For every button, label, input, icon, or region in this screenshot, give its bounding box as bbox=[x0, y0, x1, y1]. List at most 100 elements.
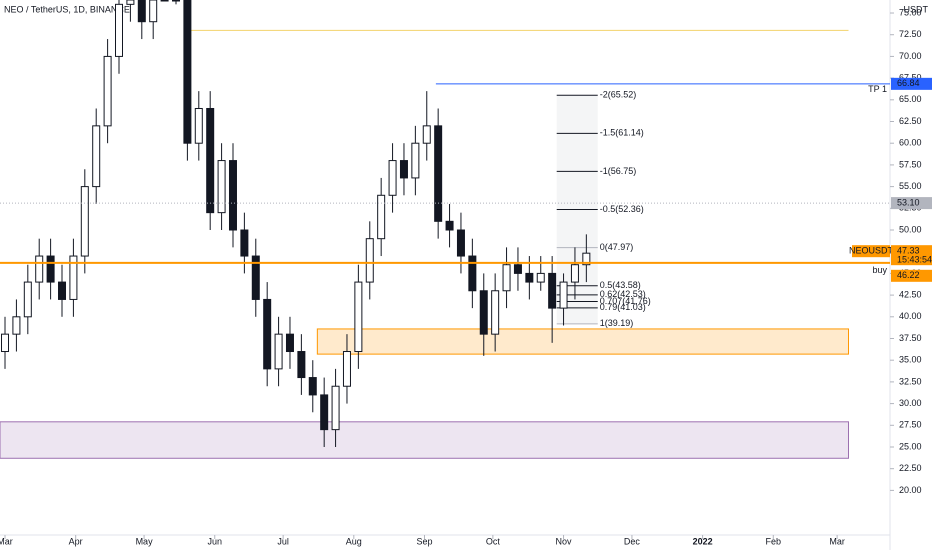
zone bbox=[0, 421, 850, 459]
candle-body bbox=[365, 238, 374, 283]
candle-body bbox=[194, 107, 203, 144]
price-label: 66.84 bbox=[897, 78, 920, 88]
candle-body bbox=[456, 229, 465, 257]
candle-body bbox=[297, 351, 306, 379]
price-box bbox=[891, 245, 932, 266]
candle-body bbox=[12, 316, 21, 335]
y-tick-label: 32.50 bbox=[899, 376, 922, 386]
candle-body bbox=[388, 160, 397, 196]
candle-body bbox=[183, 0, 192, 144]
x-tick-label: Feb bbox=[766, 536, 782, 546]
candle-body bbox=[1, 333, 10, 353]
candle-body bbox=[399, 160, 408, 179]
x-tick-label: Apr bbox=[69, 536, 83, 546]
candle-body bbox=[46, 255, 55, 283]
x-tick-label: Dec bbox=[624, 536, 641, 546]
candle-body bbox=[308, 377, 317, 396]
chart-title: NEO / TetherUS, 1D, BINANCE bbox=[4, 4, 130, 14]
candle-body bbox=[559, 281, 568, 309]
candle-body bbox=[160, 0, 169, 2]
fib-label: 0.5(43.58) bbox=[600, 280, 641, 290]
price-label: 47.33 bbox=[897, 246, 920, 256]
candle-body bbox=[206, 107, 215, 214]
candle-body bbox=[582, 252, 591, 266]
candle-body bbox=[126, 0, 135, 5]
candle-body bbox=[491, 290, 500, 335]
y-tick-label: 42.50 bbox=[899, 289, 922, 299]
candle-body bbox=[35, 255, 44, 283]
candle-body bbox=[69, 255, 78, 300]
x-tick-label: May bbox=[136, 536, 154, 546]
y-tick-label: 55.00 bbox=[899, 181, 922, 191]
candle-body bbox=[285, 333, 294, 353]
candle-body bbox=[479, 290, 488, 335]
y-tick-label: 35.00 bbox=[899, 355, 922, 365]
level-text: TP 1 bbox=[868, 84, 887, 94]
fib-label: 0.79(41.03) bbox=[600, 302, 646, 312]
y-tick-label: 22.50 bbox=[899, 463, 922, 473]
candle-body bbox=[92, 125, 101, 188]
price-label: 53.10 bbox=[897, 197, 920, 207]
y-tick-label: 70.00 bbox=[899, 51, 922, 61]
candle-body bbox=[80, 186, 89, 257]
price-label-box bbox=[891, 197, 932, 210]
fib-label: -1(56.75) bbox=[600, 166, 637, 176]
candle-body bbox=[149, 0, 158, 23]
y-tick-label: 20.00 bbox=[899, 485, 922, 495]
candle-body bbox=[422, 125, 431, 144]
candle-body bbox=[240, 229, 249, 257]
candle-body bbox=[445, 220, 454, 231]
x-tick-label: Jun bbox=[207, 536, 222, 546]
price-label-box bbox=[891, 269, 932, 282]
candle-body bbox=[115, 3, 124, 57]
fib-label: -2(65.52) bbox=[600, 90, 637, 100]
fib-label: -1.5(61.14) bbox=[600, 128, 644, 138]
x-tick-label: Sep bbox=[416, 536, 432, 546]
x-tick-label: 2022 bbox=[693, 536, 713, 546]
level-text: buy bbox=[872, 265, 887, 275]
countdown: 15:43:54 bbox=[897, 255, 932, 265]
y-tick-label: 75.00 bbox=[899, 7, 922, 17]
y-tick-label: 27.50 bbox=[899, 420, 922, 430]
y-tick-label: 62.50 bbox=[899, 116, 922, 126]
x-tick-label: Mar bbox=[829, 536, 845, 546]
candle-body bbox=[331, 385, 340, 431]
y-tick-label: 60.00 bbox=[899, 138, 922, 148]
fib-label: 1(39.19) bbox=[600, 318, 634, 328]
x-tick-label: Aug bbox=[346, 536, 362, 546]
y-tick-label: 30.00 bbox=[899, 398, 922, 408]
candle-body bbox=[171, 0, 180, 2]
price-label: 46.22 bbox=[897, 270, 920, 280]
candle-body bbox=[434, 125, 443, 222]
fib-label: 0.62(42.53) bbox=[600, 289, 646, 299]
x-tick-label: Jul bbox=[277, 536, 289, 546]
candle-body bbox=[513, 264, 522, 274]
candle-body bbox=[411, 142, 420, 179]
candle-body bbox=[23, 281, 32, 318]
candle-body bbox=[502, 264, 511, 292]
candle-body bbox=[263, 298, 272, 370]
candle-body bbox=[377, 194, 386, 240]
y-tick-label: 72.50 bbox=[899, 29, 922, 39]
candle-body bbox=[342, 351, 351, 387]
candle-body bbox=[536, 272, 545, 283]
candle-body bbox=[103, 55, 112, 127]
candle-body bbox=[274, 333, 283, 370]
price-label-box bbox=[891, 77, 932, 90]
y-tick-label: 57.50 bbox=[899, 159, 922, 169]
fib-label: 0.707(41.76) bbox=[600, 296, 651, 306]
y-tick-label: 50.00 bbox=[899, 224, 922, 234]
y-tick-label: 25.00 bbox=[899, 441, 922, 451]
candle-body bbox=[570, 264, 579, 283]
candle-body bbox=[251, 255, 260, 300]
y-tick-label: 37.50 bbox=[899, 333, 922, 343]
candle-body bbox=[548, 272, 557, 309]
y-tick-label: 65.00 bbox=[899, 94, 922, 104]
x-tick-label: Nov bbox=[556, 536, 573, 546]
candle-body bbox=[354, 281, 363, 353]
zone bbox=[316, 328, 850, 355]
candle-body bbox=[468, 255, 477, 292]
candle-body bbox=[228, 160, 237, 231]
